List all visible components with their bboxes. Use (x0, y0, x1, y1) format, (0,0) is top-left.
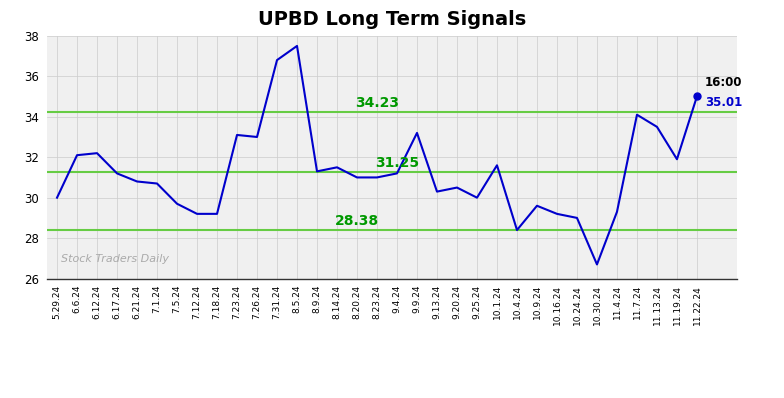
Title: UPBD Long Term Signals: UPBD Long Term Signals (258, 10, 526, 29)
Text: Stock Traders Daily: Stock Traders Daily (61, 254, 169, 264)
Text: 35.01: 35.01 (705, 96, 742, 109)
Text: 28.38: 28.38 (335, 214, 379, 228)
Text: 16:00: 16:00 (705, 76, 742, 89)
Text: 34.23: 34.23 (355, 96, 399, 110)
Text: 31.25: 31.25 (375, 156, 419, 170)
